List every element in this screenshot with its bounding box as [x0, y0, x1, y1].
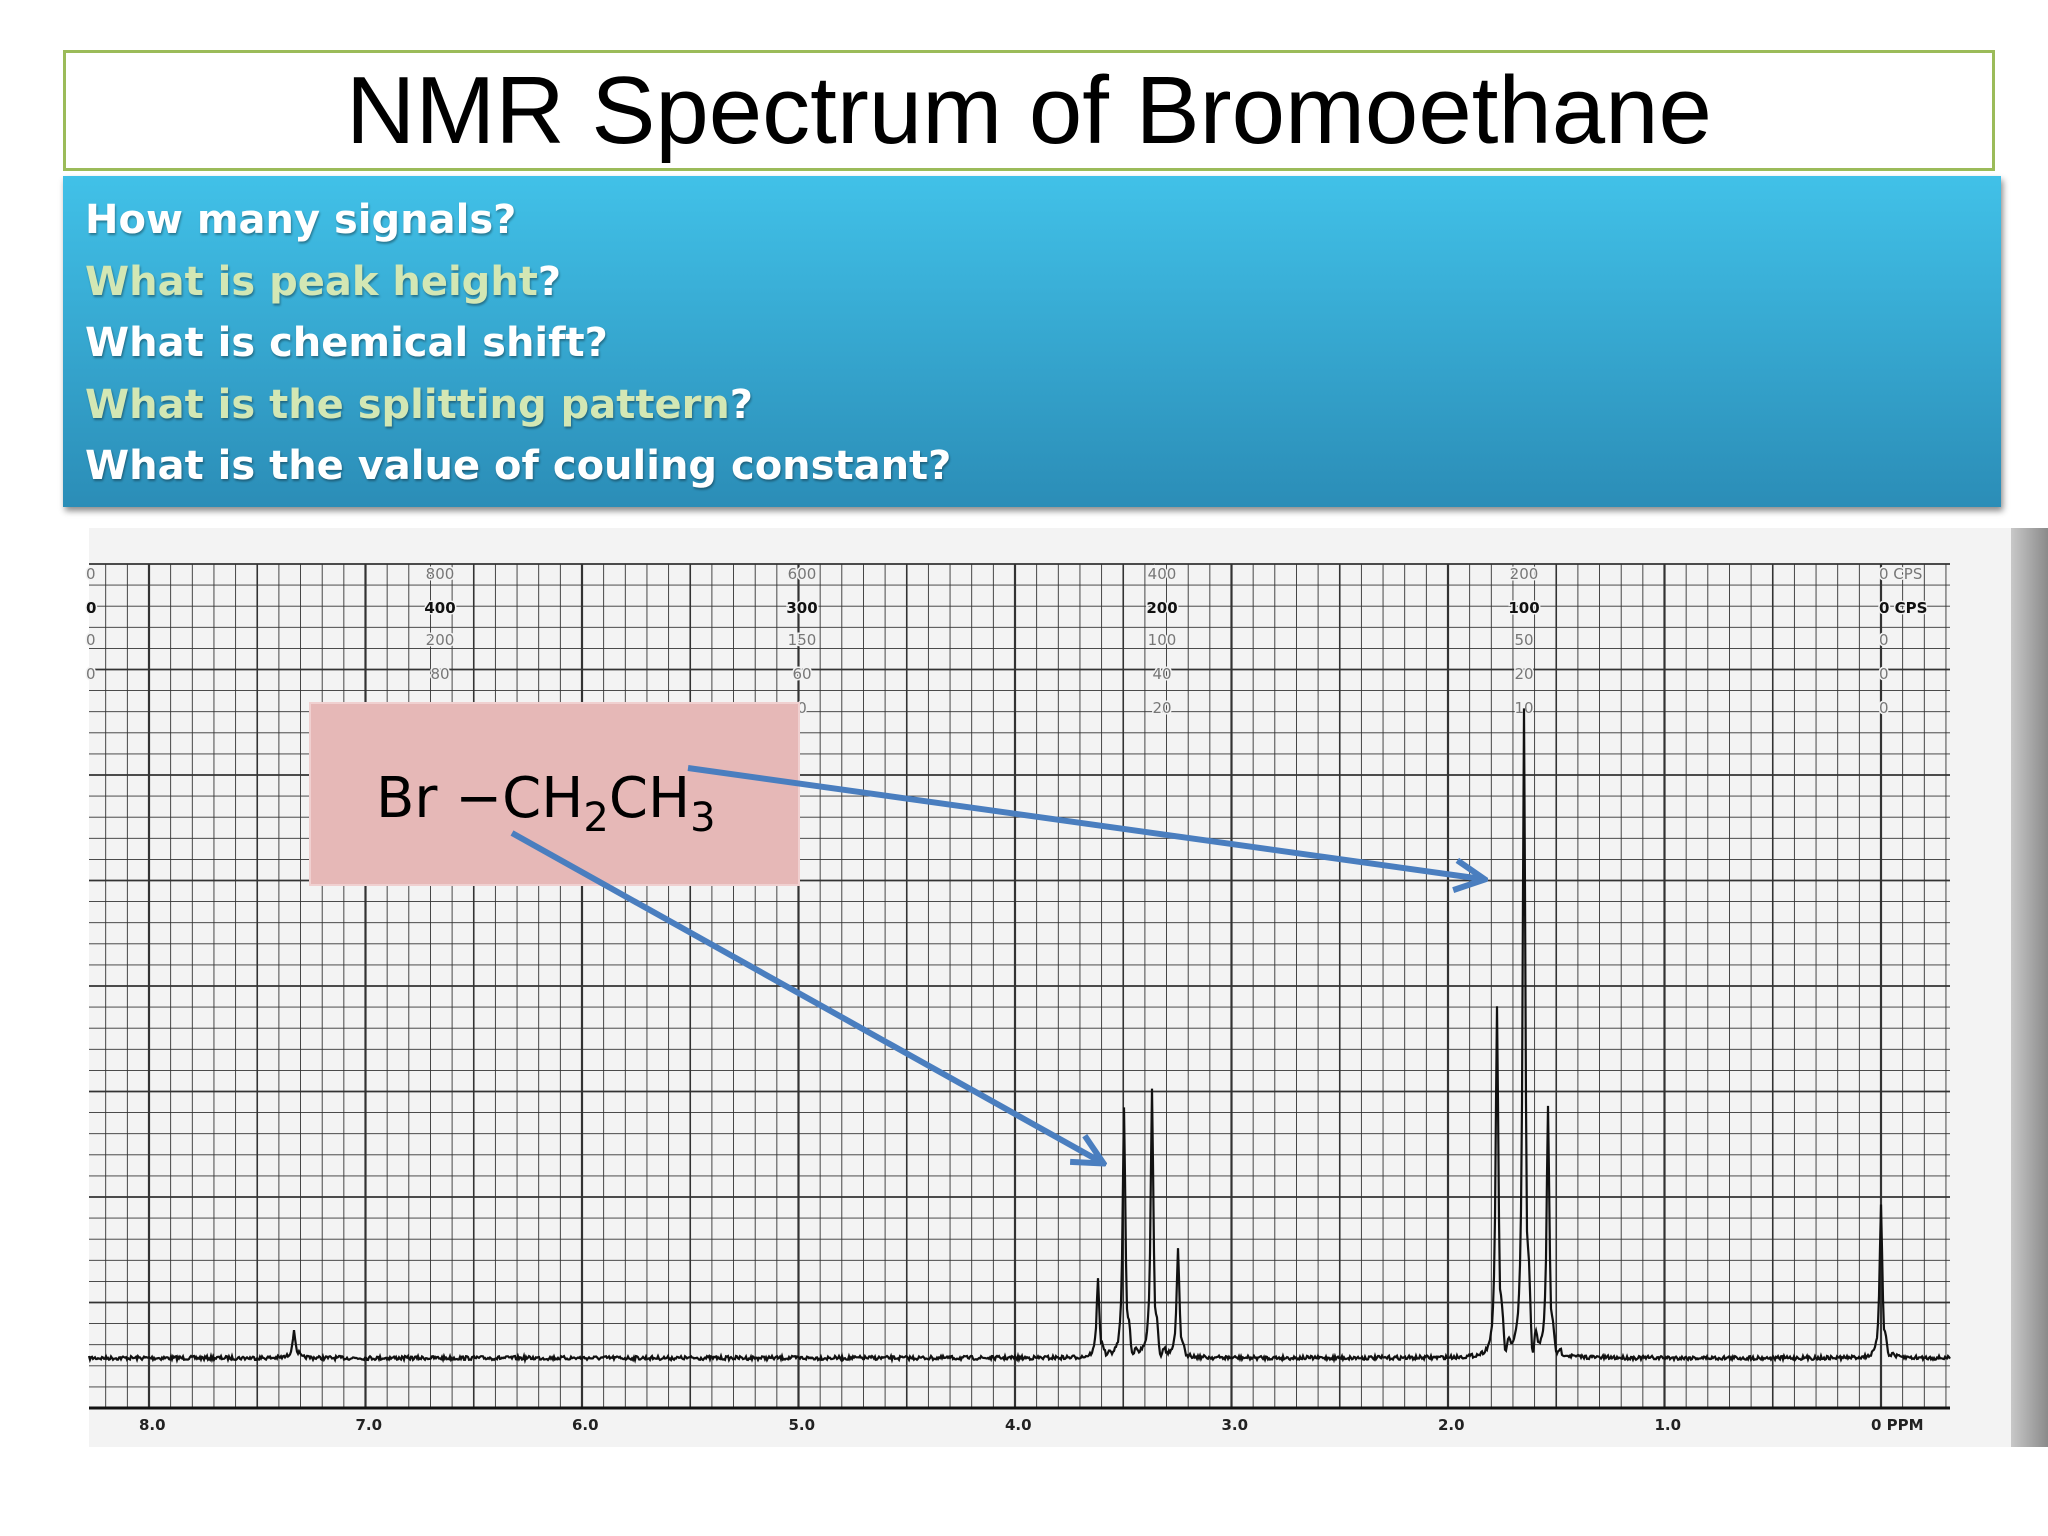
arrow — [687, 765, 1482, 879]
ppm-label: 0 PPM — [1871, 1416, 1924, 1434]
cps-label: 100 — [1148, 631, 1177, 649]
ppm-label: 3.0 — [1222, 1416, 1249, 1434]
question-text: What is chemical shift? — [85, 320, 608, 366]
formula-part: CH — [609, 766, 690, 831]
cps-label: 20 — [1514, 665, 1533, 683]
cps-label: 0 — [1879, 665, 1889, 683]
cps-label: 0 — [86, 565, 96, 583]
question-text: What is the value of couling constant? — [85, 443, 952, 489]
label-bg — [1001, 1413, 1031, 1433]
question-text: How many signals? — [85, 197, 517, 243]
question-end: ? — [729, 381, 753, 428]
cps-label: 200 — [426, 631, 455, 649]
ppm-label: 2.0 — [1438, 1416, 1465, 1434]
spectrum-paper — [89, 528, 2011, 1447]
question: What is chemical shift? — [85, 313, 2001, 375]
formula-part: Br — [376, 766, 438, 831]
question-text: What is the splitting pattern — [85, 381, 730, 428]
formula-part: 2 — [583, 795, 608, 841]
ppm-label: 4.0 — [1005, 1416, 1032, 1434]
title-box: NMR Spectrum of Bromoethane — [63, 50, 1995, 171]
cps-label: 0 — [86, 631, 96, 649]
cps-label: 400 — [1148, 565, 1177, 583]
cps-label: 10 — [1514, 699, 1533, 717]
cps-label: 0 CPS — [1879, 565, 1922, 583]
scale-labels: 8.0 7.0 6.0 5.0 4.0 3.0 2.0 1.0 0 PPM00008004002… — [85, 564, 1957, 1434]
label-bg — [784, 1413, 815, 1433]
formula: Br −CH2CH3 — [376, 766, 716, 841]
ppm-label: 8.0 — [139, 1416, 166, 1434]
label-bg — [568, 1413, 598, 1433]
paper-edge — [2011, 528, 2048, 1447]
cps-label: 150 — [788, 631, 817, 649]
grid — [89, 563, 1950, 1410]
cps-label: 0 — [1879, 631, 1889, 649]
arrow — [510, 830, 1101, 1162]
cps-label: 0 — [86, 665, 96, 683]
question: What is peak height? — [85, 252, 2001, 314]
cps-label: 400 — [424, 599, 455, 617]
ppm-label: 5.0 — [789, 1416, 816, 1434]
cps-label: 0 — [1879, 699, 1889, 717]
question-end: ? — [537, 258, 562, 305]
cps-label: 300 — [786, 599, 817, 617]
cps-label: 20 — [1152, 699, 1171, 717]
question-box: How many signals? What is peak height? Wha… — [63, 176, 2001, 507]
cps-label: 100 — [1508, 599, 1539, 617]
label-bg — [135, 1413, 165, 1433]
cps-label: 80 — [430, 665, 449, 683]
question: How many signals? — [85, 190, 2001, 252]
cps-label: 60 — [792, 665, 811, 683]
cps-label: 0 — [797, 699, 807, 717]
label-bg — [1217, 1413, 1248, 1433]
label-bg — [1650, 1413, 1681, 1433]
label-bg — [1867, 1413, 1957, 1433]
cps-label: 200 — [1510, 565, 1539, 583]
question: What is the splitting pattern? — [85, 375, 2001, 437]
ppm-label: 7.0 — [356, 1416, 383, 1434]
label-bg — [1434, 1413, 1464, 1433]
question: What is the value of couling constant? — [85, 436, 2001, 498]
title: NMR Spectrum of Bromoethane — [346, 56, 1712, 164]
cps-label: 0 — [86, 599, 96, 617]
formula-box — [309, 702, 800, 886]
cps-label: 600 — [788, 565, 817, 583]
ppm-label: 6.0 — [572, 1416, 599, 1434]
ppm-label: 1.0 — [1655, 1416, 1682, 1434]
spectrum-trace — [87, 708, 1951, 1365]
cps-label: 800 — [426, 565, 455, 583]
cps-label: 0 CPS — [1879, 599, 1927, 617]
formula-part: −CH — [437, 766, 583, 831]
formula-part: 3 — [690, 795, 715, 841]
cps-label: 40 — [1152, 665, 1171, 683]
label-bg — [351, 1413, 382, 1433]
question-text: What is peak height — [85, 258, 538, 305]
cps-label: 200 — [1146, 599, 1177, 617]
cps-label: 50 — [1514, 631, 1533, 649]
